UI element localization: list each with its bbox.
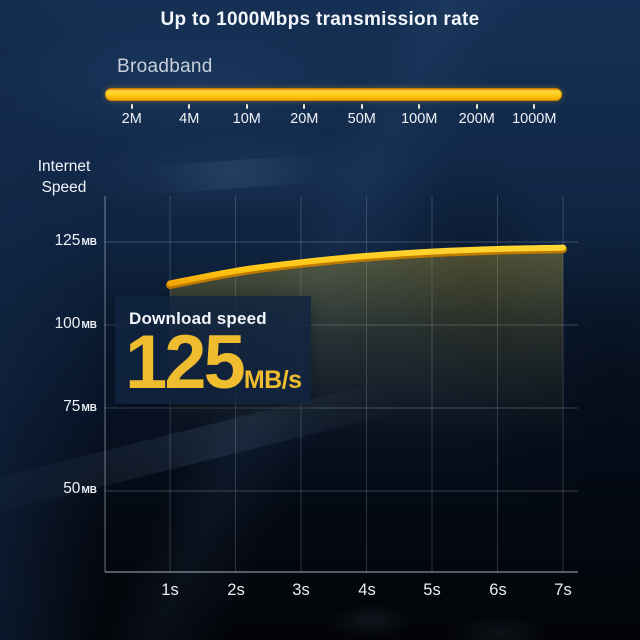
x-axis-label-6s: 6s: [489, 581, 507, 599]
scale-label-1000m: 1000M: [512, 111, 557, 127]
y-axis-label-75mb: 75MB: [63, 398, 97, 415]
scale-label-2m: 2M: [121, 111, 142, 127]
x-axis-label-3s: 3s: [292, 581, 310, 599]
scale-tick: [276, 104, 334, 109]
y-axis-label-100mb: 100MB: [54, 315, 97, 332]
download-speed-unit: MB/s: [243, 366, 302, 394]
download-speed-value-row: 125 MB/s: [125, 323, 311, 403]
y-axis-label-50mb: 50MB: [63, 480, 97, 497]
scale-tick: [161, 104, 219, 109]
x-axis-label-4s: 4s: [358, 581, 376, 599]
y-axis-label-125mb: 125MB: [54, 232, 97, 249]
x-axis-label-1s: 1s: [161, 581, 179, 599]
x-axis-label-5s: 5s: [423, 581, 441, 599]
broadband-scale-labels: 2M 4M 10M 20M 50M 100M 200M 1000M: [103, 111, 563, 127]
scale-tick: [218, 104, 276, 109]
scale-tick: [506, 104, 564, 109]
scale-label-50m: 50M: [347, 111, 376, 127]
broadband-speed-bar: [105, 88, 562, 101]
scale-label-100m: 100M: [401, 111, 438, 127]
broadband-scale-ticks: [103, 104, 563, 109]
scale-label-200m: 200M: [458, 111, 495, 127]
x-axis-label-2s: 2s: [227, 581, 245, 599]
download-speed-value: 125: [125, 320, 246, 405]
scale-tick: [391, 104, 449, 109]
y-axis-title: Internet Speed: [37, 158, 91, 197]
scale-tick: [103, 104, 161, 109]
speed-curve: [167, 244, 566, 287]
scale-tick: [448, 104, 506, 109]
download-speed-label: Download speed: [129, 309, 267, 328]
download-speed-callout: Download speed 125 MB/s: [115, 296, 311, 404]
broadband-label: Broadband: [117, 56, 213, 77]
scale-label-10m: 10M: [232, 111, 261, 127]
scale-label-20m: 20M: [290, 111, 319, 127]
page-title: Up to 1000Mbps transmission rate: [160, 9, 480, 30]
scale-tick: [333, 104, 391, 109]
x-axis-label-7s: 7s: [554, 581, 572, 599]
scale-label-4m: 4M: [179, 111, 200, 127]
